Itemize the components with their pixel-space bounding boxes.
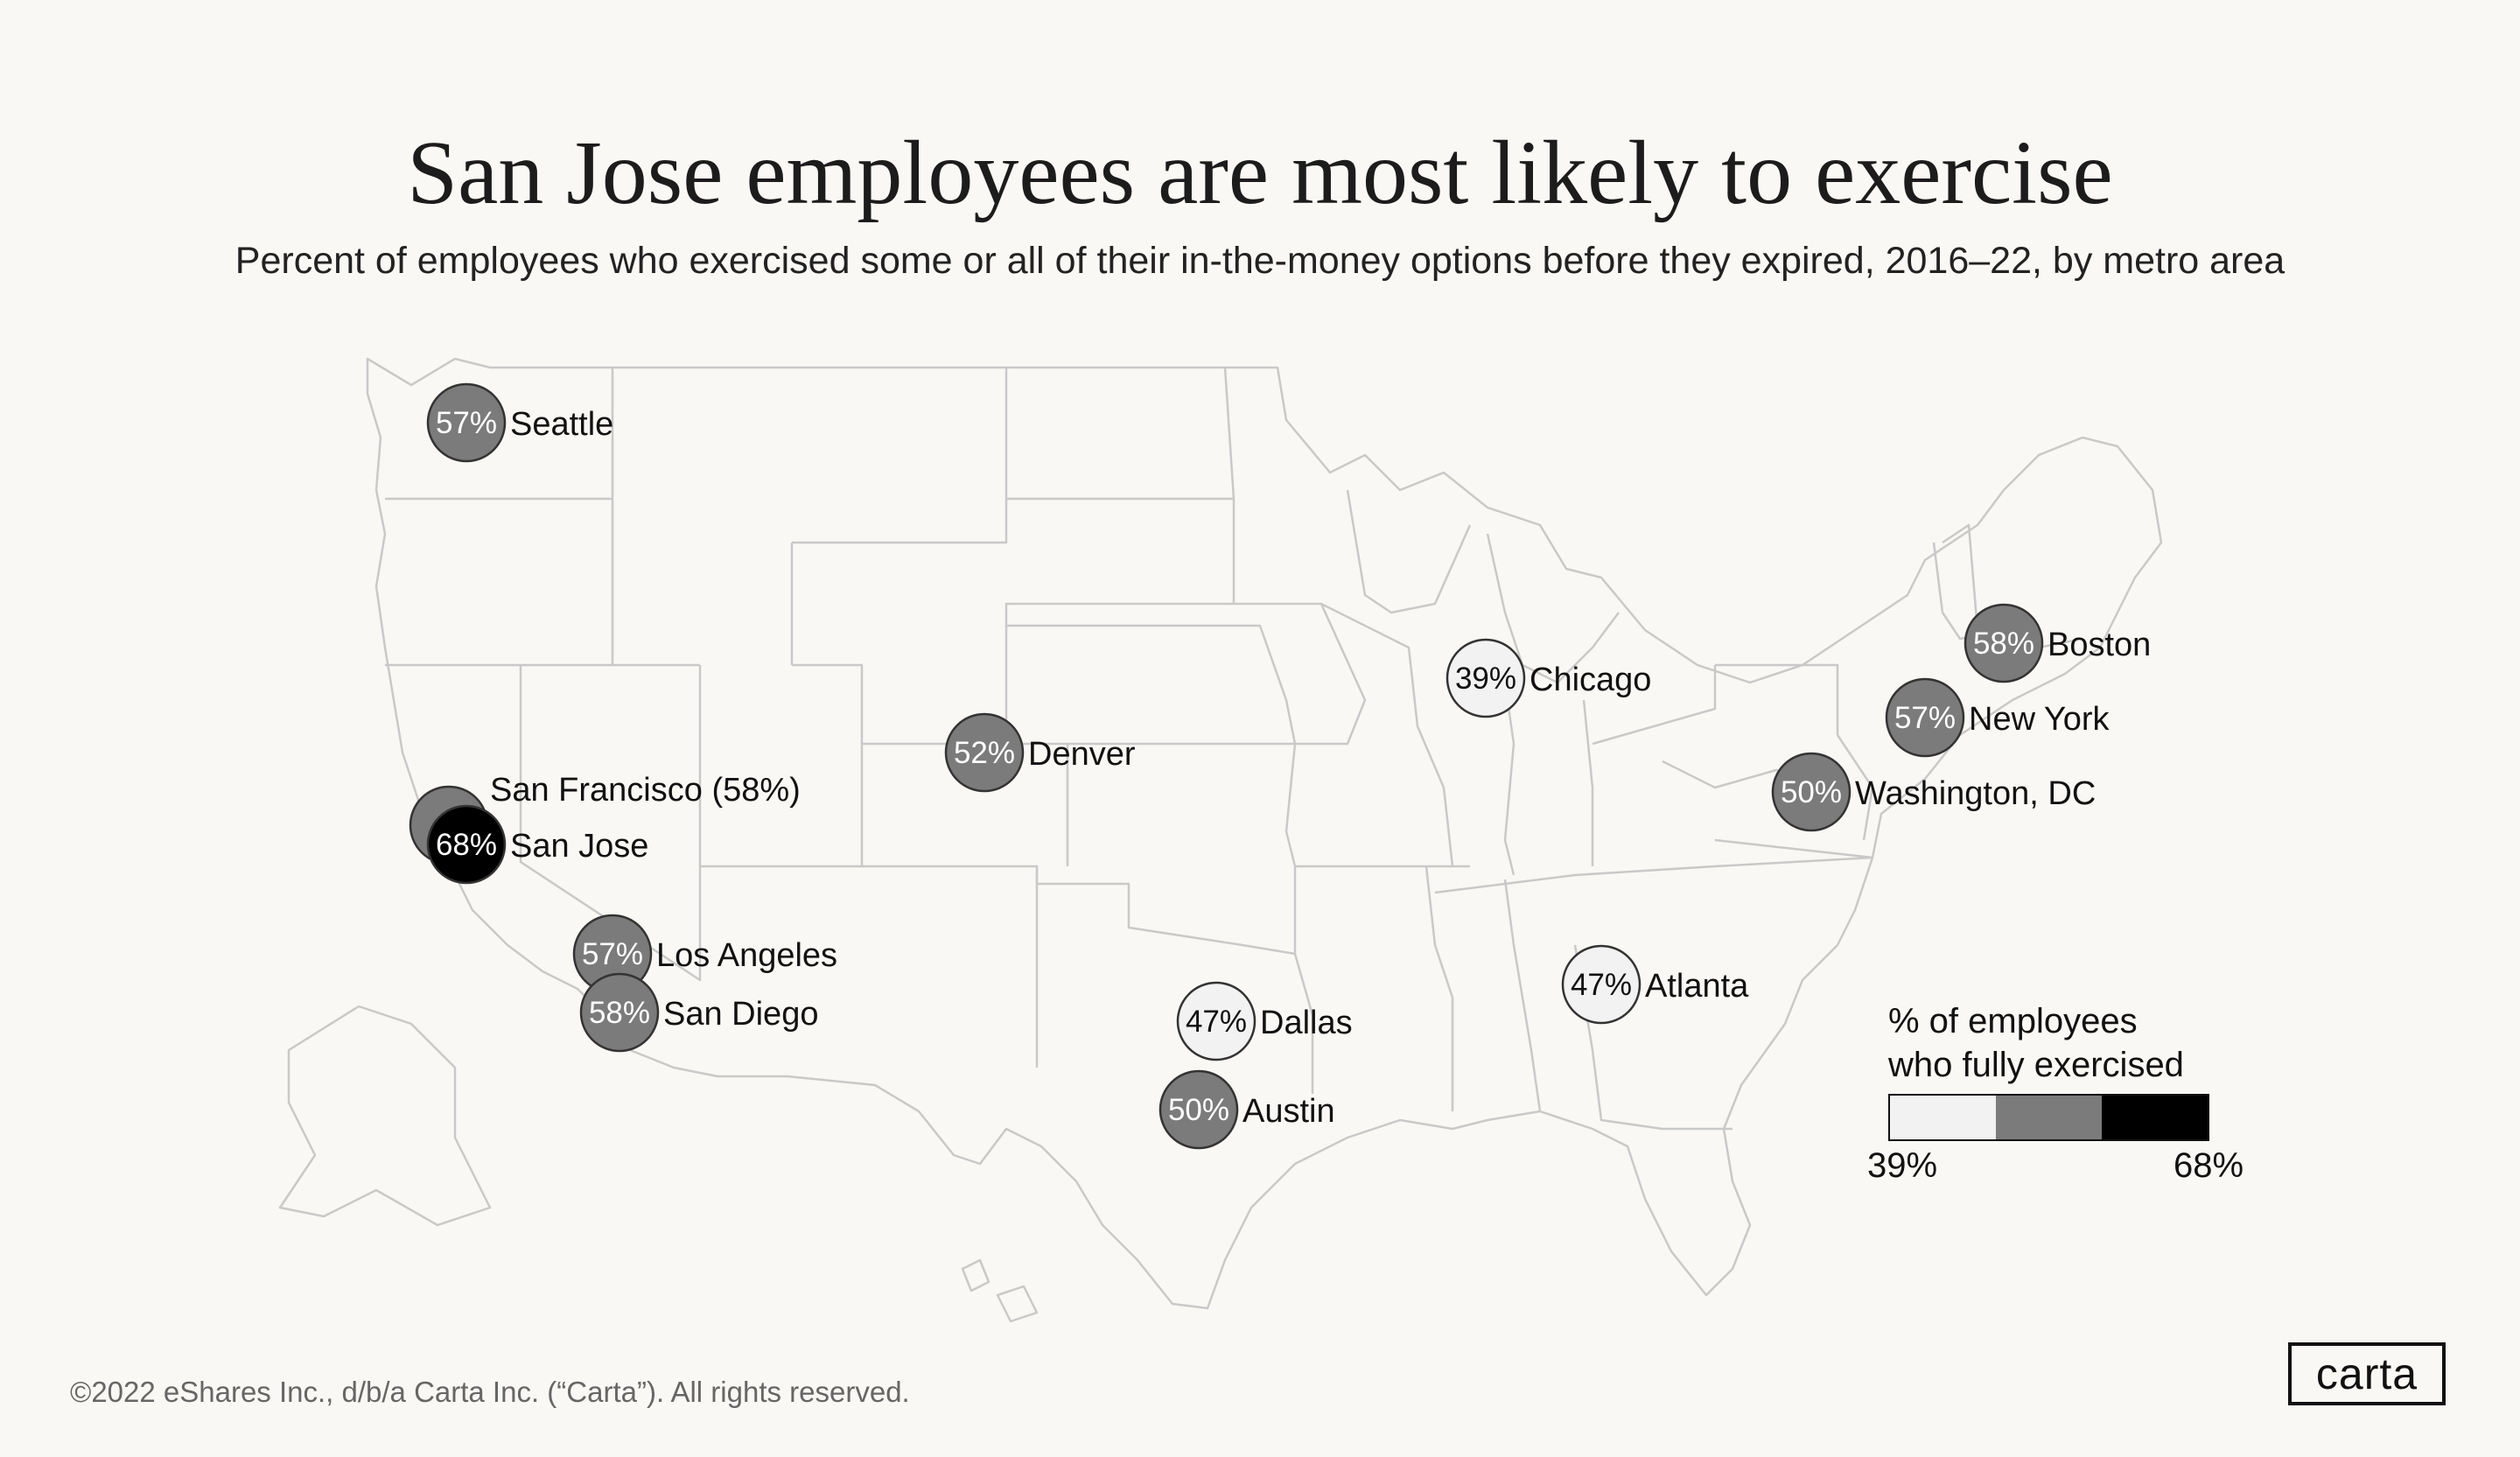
city-name-label: Austin (1242, 1093, 1335, 1130)
city-bubble (1885, 677, 1965, 758)
city-bubble (944, 712, 1025, 793)
legend-title-line1: % of employees (1888, 1002, 2138, 1040)
city-percent-label: 47% (1571, 968, 1632, 1002)
page-subtitle: Percent of employees who exercised some … (234, 240, 2286, 282)
city-percent-label: 58% (589, 996, 650, 1030)
city-name-label: San Diego (663, 996, 818, 1033)
city-bubble (1446, 638, 1526, 718)
city-percent-label: 57% (436, 406, 497, 440)
city-name-label: Boston (2048, 627, 2151, 663)
city-marker-atlanta: 47% Atlanta (1561, 944, 1749, 1025)
city-name-label: Denver (1028, 736, 1136, 773)
legend-max-label: 68% (2174, 1146, 2244, 1185)
city-percent-label: 47% (1186, 1005, 1247, 1039)
city-name-label: Dallas (1260, 1005, 1353, 1041)
legend-color-scale (1888, 1094, 2209, 1141)
city-name-label: Chicago (1530, 662, 1651, 698)
city-marker-dallas: 47% Dallas (1176, 981, 1353, 1061)
city-name-label: Atlanta (1645, 968, 1749, 1005)
city-bubble (426, 382, 507, 463)
city-marker-seattle: 57% Seattle (426, 382, 613, 463)
city-bubble (579, 972, 660, 1053)
city-bubble (1771, 752, 1852, 832)
legend-swatch-high (2102, 1096, 2208, 1139)
city-percent-label: 50% (1168, 1093, 1229, 1127)
city-percent-label: 58% (1973, 627, 2034, 661)
legend-swatch-mid (1996, 1096, 2102, 1139)
city-name-label: San Francisco (58%) (490, 772, 801, 809)
city-marker-los-angeles: 57% Los Angeles (572, 914, 837, 994)
city-name-label: San Jose (510, 828, 648, 865)
legend-title-line2: who fully exercised (1888, 1046, 2184, 1084)
city-marker-new-york: 57% New York (1885, 677, 2110, 758)
city-percent-label: 68% (436, 828, 497, 862)
copyright-footer: ©2022 eShares Inc., d/b/a Carta Inc. (“C… (70, 1376, 910, 1408)
legend-swatch-low (1890, 1096, 1996, 1139)
city-percent-label: 39% (1455, 662, 1516, 696)
city-marker-san-jose: 68% San Jose (426, 804, 648, 885)
city-percent-label: 57% (1894, 701, 1956, 735)
city-marker-austin: 50% Austin (1158, 1069, 1335, 1150)
city-name-label: New York (1969, 701, 2110, 738)
state-boundaries (278, 357, 2163, 1323)
city-percent-label: 52% (954, 736, 1015, 770)
legend-min-label: 39% (1867, 1146, 1938, 1185)
city-marker-washington-dc: 50% Washington, DC (1771, 752, 2096, 832)
city-bubble (1561, 944, 1642, 1025)
city-marker-boston: 58% Boston (1964, 603, 2151, 683)
city-markers: 57% Seattle San Francisco (58%) 68% San Jose… (409, 382, 2151, 1150)
city-bubble (1964, 603, 2044, 683)
city-percent-label: 50% (1781, 775, 1842, 809)
carta-logo: carta (2288, 1342, 2446, 1405)
city-bubble (1176, 981, 1256, 1061)
city-name-label: Los Angeles (656, 937, 837, 974)
page-title: San Jose employees are most likely to ex… (407, 123, 2113, 223)
legend-title: % of employees who fully exercised (1888, 999, 2238, 1087)
city-name-label: Washington, DC (1855, 775, 2096, 812)
city-marker-chicago: 39% Chicago (1446, 638, 1651, 718)
city-bubble (1158, 1069, 1239, 1150)
city-bubble (426, 804, 507, 885)
city-name-label: Seattle (510, 406, 613, 443)
city-marker-denver: 52% Denver (944, 712, 1136, 793)
city-percent-label: 57% (582, 937, 643, 971)
city-marker-san-diego: 58% San Diego (579, 972, 818, 1053)
